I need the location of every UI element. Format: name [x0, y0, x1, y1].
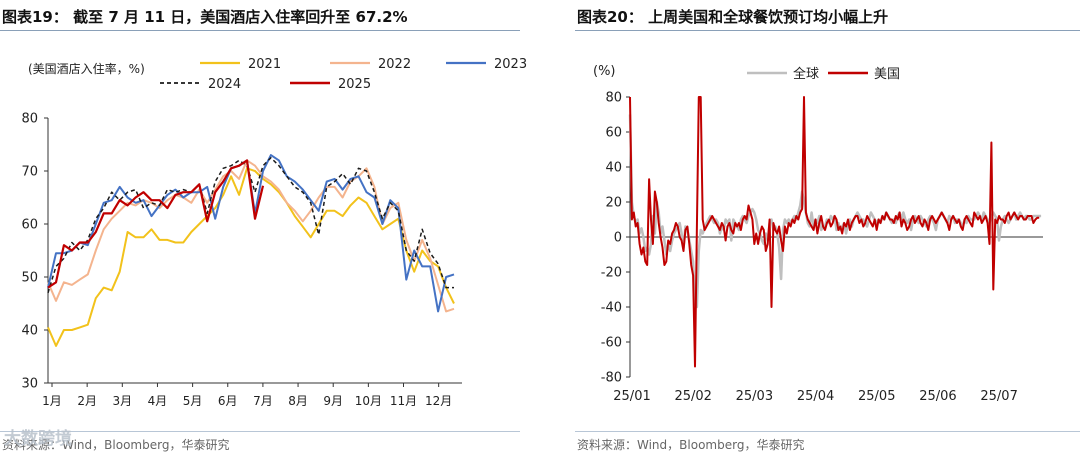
left-y-tick-label: 30	[21, 377, 38, 392]
right-series-line-美国	[629, 96, 1040, 368]
left-x-tick-label: 1月	[42, 394, 62, 408]
left-x-tick-label: 8月	[288, 394, 308, 408]
right-chart-svg: (%) -80 -60 -40 -20 0 20 40 60 80 25/01 25/02 25/03 2…	[593, 64, 1043, 404]
left-chart-svg: (美国酒店入住率，%) 30 40 50 60 70 80 1月 2月 3月 4月 5月 6月 7月 8月 9…	[21, 57, 527, 408]
right-chart-title: 图表20： 上周美国和全球餐饮预订均小幅上升	[577, 8, 889, 26]
right-x-tick-label: 25/05	[858, 389, 895, 404]
left-series-line-2021	[47, 167, 455, 347]
left-y-tick-label: 70	[21, 165, 38, 180]
left-y-tick-label: 60	[21, 218, 38, 233]
right-series-line-全球	[628, 114, 1042, 309]
right-y-tick-label: -40	[601, 301, 622, 316]
right-x-tick-label: 25/01	[613, 389, 650, 404]
left-y-tick-label: 40	[21, 324, 38, 339]
watermark: 大数跨境	[4, 429, 72, 449]
right-source-note: 资料来源：Wind，Bloomberg，华泰研究	[577, 438, 805, 452]
left-x-tick-label: 9月	[323, 394, 343, 408]
left-y-tick-label: 50	[21, 271, 38, 286]
left-y-axis-label: (美国酒店入住率，%)	[28, 61, 145, 76]
left-x-tick-label: 12月	[425, 394, 452, 408]
right-x-tick-label: 25/07	[980, 389, 1017, 404]
left-source-note: 资料来源：Wind，Bloomberg，华泰研究	[2, 438, 230, 452]
left-x-tick-label: 3月	[112, 394, 132, 408]
right-y-tick-label: 20	[605, 196, 622, 211]
right-y-axis-label: (%)	[593, 64, 616, 79]
right-x-tick-label: 25/06	[919, 389, 956, 404]
right-y-tick-label: 60	[605, 126, 622, 141]
left-x-tick-label: 4月	[148, 394, 168, 408]
right-y-tick-label: 40	[605, 161, 622, 176]
left-series-line-2024	[47, 157, 454, 294]
left-x-tick-label: 7月	[253, 394, 273, 408]
right-x-tick-label: 25/04	[797, 389, 834, 404]
left-source-rule	[0, 431, 520, 432]
left-title-rule	[0, 30, 520, 31]
left-series-line-2022	[47, 159, 455, 313]
left-series-line-2023	[47, 154, 455, 313]
right-title-rule	[575, 30, 1080, 31]
right-y-tick-label: 80	[605, 91, 622, 106]
left-legend-label-2022: 2022	[378, 57, 411, 72]
left-chart-panel: 图表19： 截至 7 月 11 日，美国酒店入住率回升至 67.2% (美国酒店…	[0, 0, 527, 455]
right-y-tick-label: 0	[614, 231, 622, 246]
right-y-tick-label: -80	[601, 371, 622, 386]
left-legend-label-2025: 2025	[338, 77, 371, 92]
left-x-tick-label: 10月	[355, 394, 382, 408]
right-x-tick-label: 25/03	[736, 389, 773, 404]
right-y-tick-label: -60	[601, 336, 622, 351]
right-legend-label-全球: 全球	[793, 66, 819, 82]
left-y-tick-label: 80	[21, 112, 38, 127]
left-x-tick-label: 6月	[218, 394, 238, 408]
left-legend-label-2024: 2024	[208, 77, 241, 92]
left-x-tick-label: 11月	[390, 394, 417, 408]
right-source-rule	[575, 431, 1080, 432]
left-x-tick-label: 2月	[77, 394, 97, 408]
right-chart-panel: 图表20： 上周美国和全球餐饮预订均小幅上升 (%) -80 -60 -40 -20 0 2…	[575, 0, 1080, 455]
left-series-line-2025	[47, 159, 265, 289]
left-legend-label-2021: 2021	[248, 57, 281, 72]
left-chart-title: 图表19： 截至 7 月 11 日，美国酒店入住率回升至 67.2%	[2, 8, 408, 26]
right-x-tick-label: 25/02	[674, 389, 711, 404]
left-legend-label-2023: 2023	[494, 57, 527, 72]
right-y-tick-label: -20	[601, 266, 622, 281]
left-x-tick-label: 5月	[183, 394, 203, 408]
right-legend-label-美国: 美国	[874, 67, 900, 82]
